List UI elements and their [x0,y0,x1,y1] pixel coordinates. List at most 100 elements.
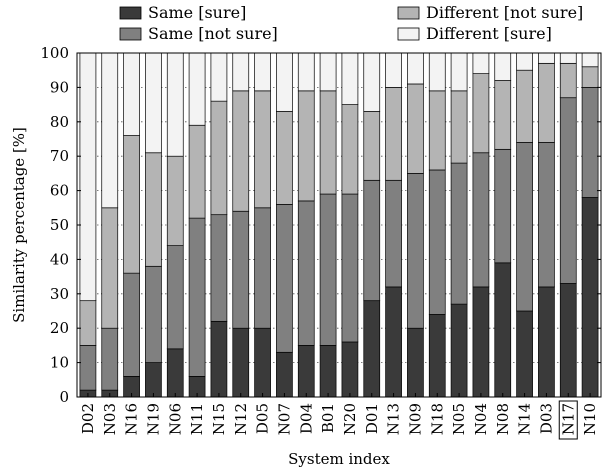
bar-N18-series-2 [428,90,446,171]
bar-N09-series-3 [407,52,424,85]
bar-N15-series-2 [210,100,228,216]
bar-N05-series-3 [450,52,468,92]
bar-N20-series-2 [341,104,359,195]
bar-N13-series-0 [385,286,402,398]
x-tick-label-N14: N14 [516,403,534,435]
bar-N07-series-3 [276,52,293,112]
bar-N12-series-3 [232,52,250,92]
bar-D02-series-3 [79,52,97,302]
y-axis-label: Similarity percentage [%] [10,127,28,323]
bar-N06-series-3 [166,52,184,157]
bar-N19-series-1 [145,265,162,363]
bar-N16-series-3 [123,52,140,136]
x-axis-label: System index [288,450,390,468]
bar-D05-series-1 [254,207,271,329]
bar-N03-series-2 [101,207,119,329]
y-tick-label-10: 10 [50,354,69,372]
y-tick-label-70: 70 [50,147,69,165]
bar-N07-series-2 [276,111,293,205]
x-tick-label-N17: N17 [559,403,577,435]
x-tick-label-N11: N11 [188,403,206,435]
bar-N12-series-2 [232,90,250,212]
bar-N13-series-1 [385,179,402,288]
bar-N08-series-2 [494,80,512,150]
legend-swatch-2 [397,6,420,20]
x-tick-label-N05: N05 [450,403,468,435]
bar-N03-series-3 [101,52,119,209]
x-tick-label-D04: D04 [297,403,315,434]
bar-N04-series-2 [472,73,490,154]
bar-N09-series-2 [407,83,424,174]
x-tick-label-D02: D02 [79,403,97,434]
bar-N15-series-1 [210,214,228,322]
bar-B01-series-0 [319,345,337,398]
x-tick-label-N19: N19 [144,403,162,435]
bar-N05-series-0 [450,303,468,398]
legend-swatch-0 [119,6,142,20]
bar-N19-series-3 [145,52,162,154]
y-tick-label-20: 20 [50,319,69,337]
bar-N18-series-0 [428,314,446,398]
bar-D04-series-2 [297,90,315,202]
bar-N10-series-2 [581,66,599,88]
bar-N06-series-1 [166,245,184,350]
bar-D03-series-0 [538,286,555,398]
x-tick-label-N12: N12 [232,403,250,435]
bar-D05-series-0 [254,327,271,398]
bar-D03-series-1 [538,142,555,288]
y-tick-label-90: 90 [50,78,69,96]
x-tick-label-N18: N18 [428,403,446,435]
bar-D05-series-3 [254,52,271,92]
bar-N08-series-3 [494,52,512,81]
legend-label-2: Different [not sure] [426,3,583,22]
bar-N14-series-3 [516,52,533,71]
bar-N20-series-0 [341,341,359,398]
bar-N07-series-1 [276,204,293,353]
x-tick-label-N07: N07 [275,403,293,435]
bar-N11-series-1 [188,217,206,377]
bar-B01-series-2 [319,90,337,195]
y-tick-label-0: 0 [59,388,69,406]
bar-N17-series-2 [559,62,577,99]
bar-N04-series-0 [472,286,490,398]
bar-D03-series-2 [538,62,555,143]
bar-N13-series-3 [385,52,402,88]
bar-N07-series-0 [276,351,293,398]
bars-group [79,52,599,398]
y-tick-label-30: 30 [50,285,69,303]
bar-N15-series-3 [210,52,228,102]
bar-N05-series-1 [450,162,468,305]
bar-D05-series-2 [254,90,271,209]
x-tick-label-N09: N09 [406,403,424,435]
x-tick-labels: D02 N03 N16 N19 N06 N11 N15 N12 D05 N07 D04 B01 N20 D… [79,400,599,440]
bar-D04-series-3 [297,52,315,92]
bar-N19-series-0 [145,362,162,398]
bar-N06-series-2 [166,155,184,246]
x-tick-label-B01: B01 [319,403,337,433]
bar-D01-series-0 [363,300,381,398]
legend: Same [sure] Same [not sure] Different [not… [119,3,583,43]
bar-D01-series-1 [363,179,381,302]
bar-N18-series-1 [428,169,446,315]
bar-N15-series-0 [210,320,228,398]
x-tick-label-N10: N10 [581,403,599,435]
bar-N18-series-3 [428,52,446,92]
legend-swatch-3 [397,27,420,41]
x-tick-label-D03: D03 [537,403,555,434]
bar-N10-series-0 [581,197,599,398]
bar-D01-series-3 [363,52,381,112]
bar-D02-series-2 [79,300,97,346]
bar-N14-series-2 [516,69,533,143]
bar-N11-series-2 [188,124,206,219]
x-tick-label-D01: D01 [363,403,381,434]
bar-N04-series-3 [472,52,490,74]
legend-swatch-1 [119,27,142,41]
y-tick-label-80: 80 [50,113,69,131]
bar-N19-series-2 [145,152,162,267]
highlight-box-N17 [558,400,578,440]
x-tick-label-N13: N13 [385,403,403,435]
bar-N16-series-2 [123,135,140,274]
bar-D04-series-1 [297,200,315,346]
bar-N11-series-3 [188,52,206,126]
